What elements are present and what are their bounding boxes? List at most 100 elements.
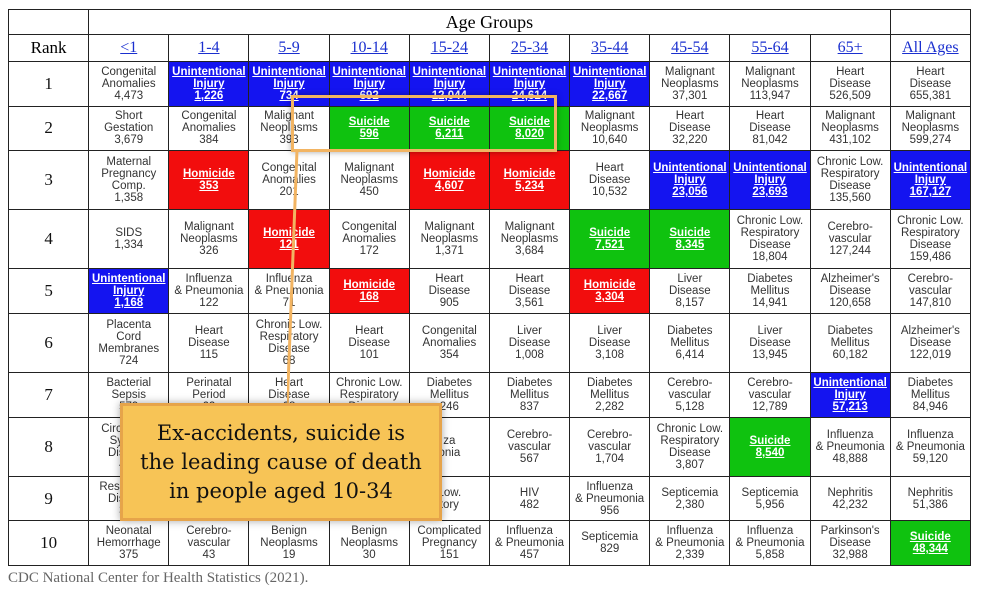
cause-cell[interactable]: Suicide 7,521	[569, 209, 651, 270]
cause-cell: Heart Disease 101	[328, 312, 410, 374]
cause-name: Heart Disease	[588, 162, 631, 187]
cause-name: Diabetes Mellitus	[667, 325, 713, 350]
rank-number: 4	[7, 209, 90, 270]
suicide-highlight-box	[291, 95, 557, 152]
age-group-link[interactable]: 35-44	[569, 34, 651, 62]
cause-cell: Short Gestation 3,679	[88, 105, 170, 152]
cause-cell[interactable]: Homicide 121	[248, 209, 330, 270]
cause-cell: Influenza & Pneumonia 48,888	[809, 416, 891, 477]
cause-name: Suicide	[428, 116, 470, 129]
cause-cell: Malignant Neoplasms 599,274	[889, 105, 972, 152]
cause-cell[interactable]: Unintentional Injury 734	[248, 61, 330, 107]
age-group-link[interactable]: 65+	[809, 34, 891, 62]
cause-name: Congenital Anomalies	[341, 221, 397, 246]
cause-name: Nephritis	[827, 486, 873, 499]
cause-cell[interactable]: Suicide 596	[328, 105, 410, 152]
cause-cell[interactable]: Unintentional Injury 57,213	[809, 372, 891, 418]
death-count: 3,807	[675, 458, 705, 471]
table-row: 5 Unintentional Injury 1,168 Influenza & Pn…	[7, 268, 972, 314]
cause-name: Unintentional Injury	[893, 162, 968, 187]
age-group-link[interactable]: 55-64	[729, 34, 811, 62]
cause-cell: Heart Disease 905	[408, 268, 490, 314]
cause-name: Malignant Neoplasms	[260, 110, 318, 135]
death-count: 12,789	[752, 400, 788, 413]
death-count: 13,945	[752, 349, 788, 362]
cause-cell[interactable]: Unintentional Injury 167,127	[889, 150, 972, 211]
cause-name: Cerebro- vascular	[586, 428, 633, 453]
cause-cell: Cerebro- vascular 127,244	[809, 209, 891, 270]
death-count: 431,102	[829, 134, 871, 147]
callout-box: Ex-accidents, suicide is the leading cau…	[120, 403, 442, 521]
cause-name: Alzheimer's Disease	[900, 325, 960, 350]
cause-cell[interactable]: Suicide 6,211	[408, 105, 490, 152]
death-count: 3,679	[114, 134, 144, 147]
cause-name: Septicemia	[741, 486, 799, 499]
cause-cell: Diabetes Mellitus 2,282	[569, 372, 651, 418]
cause-cell[interactable]: Unintentional Injury 1,168	[88, 268, 170, 314]
table-row: 4 SIDS 1,334 Malignant Neoplasms 326 Homicide…	[7, 209, 972, 270]
cause-cell: Malignant Neoplasms 10,640	[569, 105, 651, 152]
cause-name: Liver Disease	[588, 325, 631, 350]
cause-name: Diabetes Mellitus	[586, 376, 633, 401]
age-group-link[interactable]: 5-9	[248, 34, 330, 62]
age-group-link[interactable]: 10-14	[328, 34, 410, 62]
cause-name: Neonatal Hemorrhage	[96, 525, 161, 550]
cause-name: Septicemia	[661, 486, 719, 499]
table-row: 6 Placenta Cord Membranes 724 Heart Disease…	[7, 312, 972, 374]
cause-cell: Cerebro- vascular 12,789	[729, 372, 811, 418]
cause-name: Diabetes Mellitus	[747, 273, 793, 298]
cause-name: Benign Neoplasms	[260, 525, 318, 550]
death-count: 6,211	[435, 128, 464, 141]
cause-cell: Diabetes Mellitus 60,182	[809, 312, 891, 374]
rank-number: 6	[7, 312, 90, 374]
cause-cell[interactable]: Homicide 5,234	[488, 150, 571, 211]
rank-number: 7	[7, 372, 90, 418]
cause-cell[interactable]: Homicide 4,607	[408, 150, 490, 211]
cause-cell: Liver Disease 1,008	[488, 312, 571, 374]
cause-cell[interactable]: Suicide 8,345	[649, 209, 731, 270]
cause-cell: Influenza & Pneumonia 956	[569, 475, 651, 522]
cause-cell[interactable]: Homicide 168	[328, 268, 410, 314]
death-count: 829	[600, 543, 620, 556]
cause-name: Short Gestation	[104, 110, 154, 135]
cause-name: Alzheimer's Disease	[820, 273, 880, 298]
cause-name: Suicide	[909, 531, 951, 544]
cause-cell[interactable]: Unintentional Injury 23,693	[729, 150, 811, 211]
death-count: 10,532	[592, 186, 628, 199]
age-group-link[interactable]: 45-54	[649, 34, 731, 62]
cause-name: Liver Disease	[669, 273, 711, 298]
death-count: 1,226	[194, 89, 224, 102]
rank-number: 5	[7, 268, 90, 314]
cause-name: Heart Disease	[749, 110, 791, 135]
death-count: 5,956	[755, 498, 785, 511]
cause-cell[interactable]: Homicide 3,304	[569, 268, 651, 314]
cause-cell: Influenza & Pneumonia 457	[488, 520, 571, 566]
cause-cell[interactable]: Homicide 353	[168, 150, 250, 211]
cause-cell[interactable]: Unintentional Injury 1,226	[168, 61, 250, 107]
death-count: 101	[359, 349, 379, 362]
cause-cell[interactable]: Suicide 48,344	[889, 520, 972, 566]
cause-cell[interactable]: Unintentional Injury 22,667	[569, 61, 651, 107]
death-count: 353	[199, 180, 219, 193]
death-count: 5,128	[675, 400, 705, 413]
cause-name: Diabetes Mellitus	[506, 376, 553, 401]
age-group-link[interactable]: All Ages	[889, 34, 972, 62]
age-group-link[interactable]: 1-4	[168, 34, 250, 62]
cause-name: Homicide	[583, 279, 636, 292]
death-count: 51,386	[912, 498, 948, 511]
age-group-link[interactable]: 25-34	[488, 34, 571, 62]
age-group-link[interactable]: <1	[88, 34, 170, 62]
cause-cell: Heart Disease 655,381	[889, 61, 972, 107]
cause-cell: Malignant Neoplasms 326	[168, 209, 250, 270]
cause-name: za onia	[438, 434, 461, 459]
death-count: 81,042	[752, 134, 788, 147]
cause-cell: Influenza & Pneumonia 2,339	[649, 520, 731, 566]
death-count: 57,213	[832, 400, 868, 413]
death-count: 43	[202, 549, 216, 562]
rank-number: 1	[7, 61, 90, 107]
cause-cell[interactable]: Unintentional Injury 23,056	[649, 150, 731, 211]
cause-cell[interactable]: Suicide 8,540	[729, 416, 811, 477]
age-group-link[interactable]: 15-24	[408, 34, 490, 62]
cause-name: Heart Disease	[829, 65, 871, 90]
